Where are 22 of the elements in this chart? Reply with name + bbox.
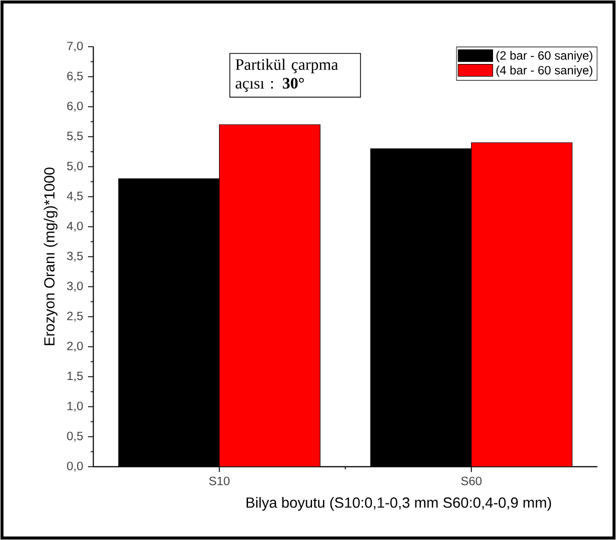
y-tick-label: 4,0 [66, 222, 83, 232]
y-tick-label: 3,0 [67, 282, 83, 292]
y-tick-label: 6,5 [67, 72, 83, 82]
x-tick-label: S60 [461, 476, 482, 486]
y-tick-label: 2,0 [67, 342, 83, 352]
x-axis-title: Bilya boyutu (S10:0,1-0,3 mm S60:0,4-0,9 mm) [246, 497, 551, 511]
y-tick-label: 5,0 [67, 162, 83, 172]
y-tick-label: 5,5 [67, 132, 83, 142]
y-tick-label: 1,0 [68, 402, 83, 412]
y-tick-label: 3,5 [67, 252, 83, 262]
y-tick-label: 1,5 [68, 372, 83, 382]
y-tick-label: 6,0 [67, 102, 83, 112]
annotation: Partikül çarpma açısı : 30° [236, 58, 338, 92]
x-tick-label: S10 [209, 476, 230, 486]
y-tick-label: 4,5 [66, 192, 83, 202]
y-tick-label: 2,5 [67, 312, 83, 322]
legend-label: (4 bar - 60 saniye) [496, 66, 592, 77]
y-tick-label: 0,0 [67, 462, 83, 472]
y-axis-title: Erozyon Oranı (mg/g)*1000 [44, 168, 58, 346]
legend-label: (2 bar - 60 saniye) [496, 50, 592, 62]
y-tick-label: 7,0 [67, 42, 83, 52]
y-tick-label: 0,5 [67, 432, 83, 442]
